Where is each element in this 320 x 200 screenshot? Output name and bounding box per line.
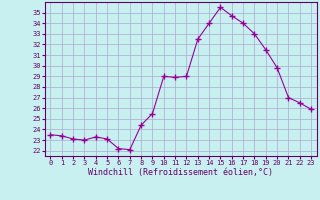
X-axis label: Windchill (Refroidissement éolien,°C): Windchill (Refroidissement éolien,°C)	[88, 168, 273, 177]
